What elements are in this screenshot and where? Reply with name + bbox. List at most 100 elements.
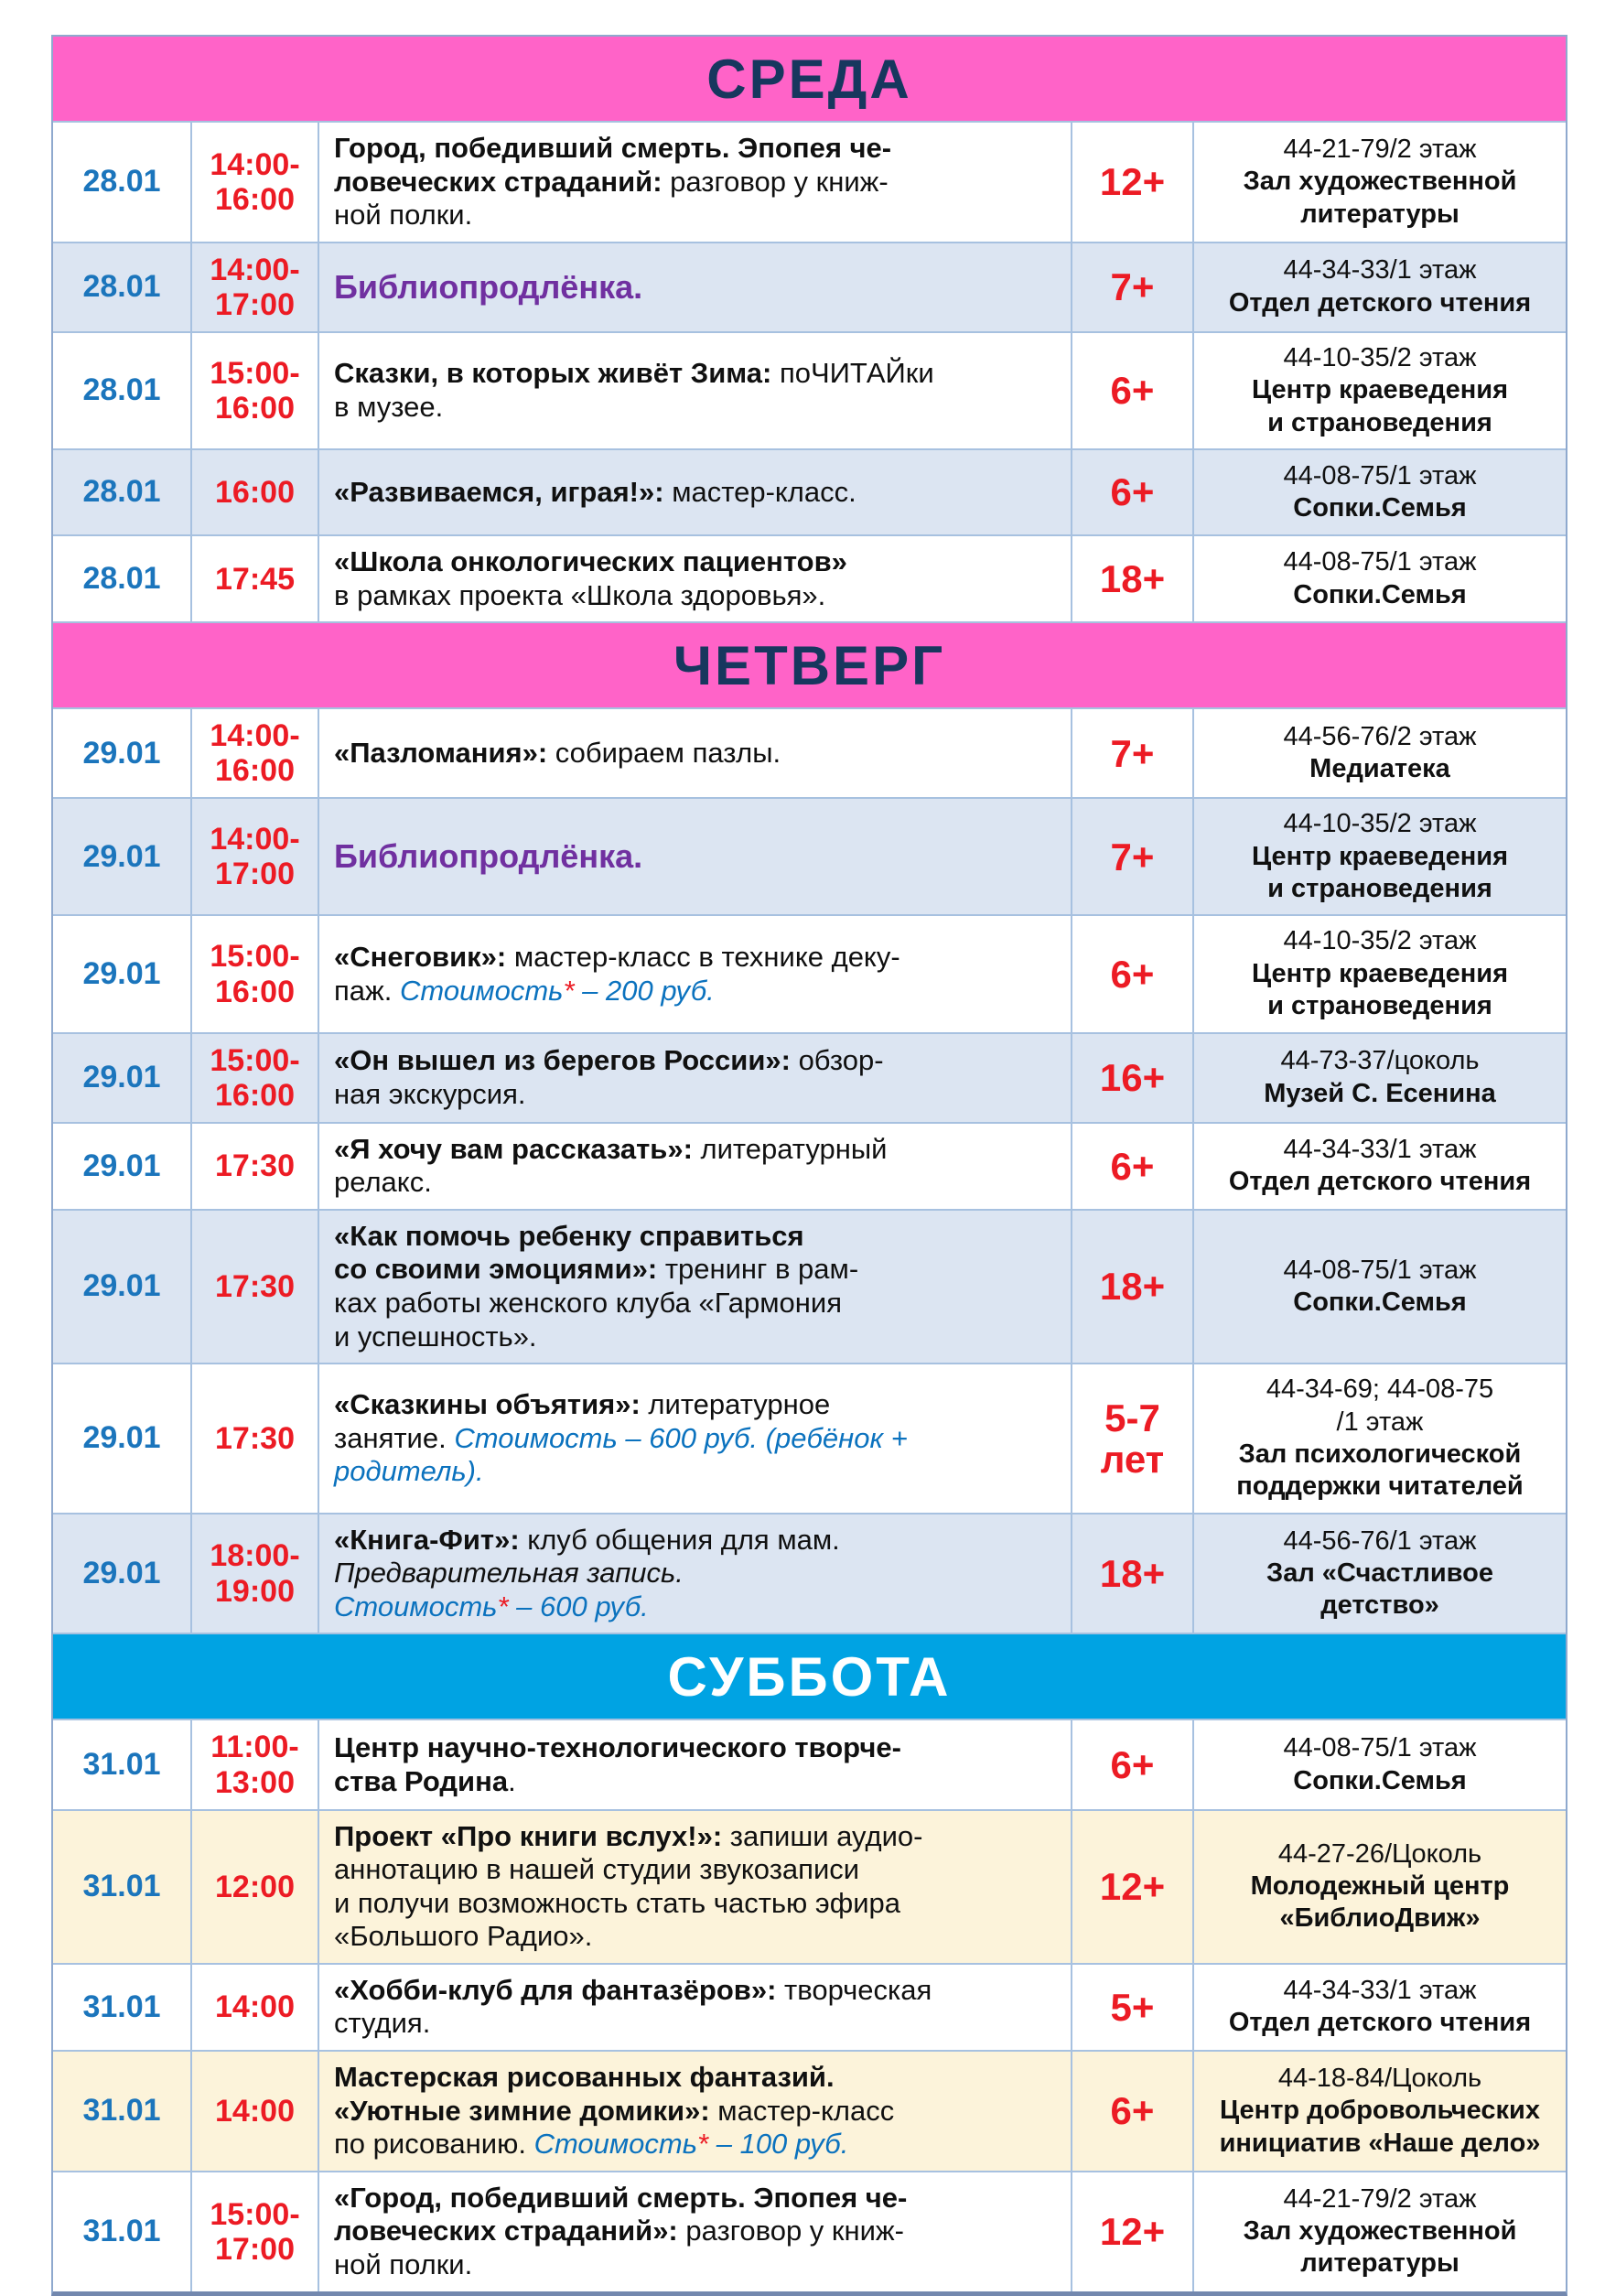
event-description-segments: Библиопродлёнка.	[334, 837, 642, 876]
age-rating-badge: 5+	[1071, 1964, 1192, 2051]
event-date: 31.01	[82, 1746, 161, 1782]
event-date: 28.01	[82, 164, 161, 199]
event-description: «Хобби-клуб для фантазёров»: творческая …	[318, 1964, 1071, 2051]
event-description: «Пазломания»: собираем пазлы.	[318, 709, 1071, 798]
event-date: 29.01	[82, 1148, 161, 1183]
event-location: 44-21-79/2 этаж Зал художественной литер…	[1192, 123, 1566, 242]
event-description-segment: литературное занятие.	[334, 1388, 831, 1454]
event-row: 28.01 15:00- 16:00 Сказки, в которых живёт…	[53, 330, 1566, 449]
event-description-segment: разговор у книж- ной полки.	[334, 2215, 904, 2280]
age-rating-badge: 6+	[1071, 1123, 1192, 1209]
event-location-segment: 44-08-75/1 этаж	[1283, 460, 1477, 490]
event-description-segments: «Он вышел из берегов России»: обзор- ная…	[334, 1044, 884, 1111]
event-location: 44-34-33/1 этаж Отдел детского чтения	[1192, 1123, 1566, 1209]
event-location-segment: Медиатека	[1309, 754, 1450, 784]
event-description: «Сказкины объятия»: литературное занятие…	[318, 1364, 1071, 1513]
event-date: 29.01	[82, 1420, 161, 1456]
event-description: «Как помочь ребенку справиться со своими…	[318, 1210, 1071, 1364]
event-time: 14:00	[190, 2052, 318, 2171]
age-rating-badge: 18+	[1071, 1210, 1192, 1364]
event-location: 44-08-75/1 этаж Сопки.Семья	[1192, 1720, 1566, 1809]
event-location-segment: 44-73-37/цоколь	[1280, 1046, 1480, 1076]
event-row: 29.01 18:00- 19:00 «Книга-Фит»: клуб общен…	[53, 1512, 1566, 1633]
event-description-segment: – 100 руб.	[708, 2128, 849, 2161]
age-rating-badge: 6+	[1071, 1720, 1192, 1809]
event-date: 29.01	[82, 955, 161, 991]
age-rating-badge: 7+	[1071, 709, 1192, 798]
event-description-segment: «Как помочь ребенку справиться со своими…	[334, 1219, 804, 1286]
event-date: 29.01	[82, 1268, 161, 1304]
event-location-segment: Отдел детского чтения	[1228, 2008, 1532, 2038]
event-location-segment: 44-34-33/1 этаж	[1283, 255, 1477, 286]
event-date: 31.01	[82, 1989, 161, 2024]
event-row: 31.01 14:00 Мастерская рисованных фантазий…	[53, 2050, 1566, 2171]
event-date: 29.01	[82, 1059, 161, 1094]
event-location-segment: Центр краеведения и страноведения	[1251, 958, 1509, 1021]
event-description-segment: *	[563, 974, 575, 1007]
event-row: 28.01 16:00 «Развиваемся, играя!»: мастер-…	[53, 448, 1566, 535]
event-location-segment: Музей С. Есенина	[1264, 1078, 1496, 1108]
event-description: Библиопродлёнка.	[318, 243, 1071, 331]
event-description-segments: «Я хочу вам рассказать»: литературный ре…	[334, 1133, 887, 1200]
event-location: 44-56-76/1 этаж Зал «Счастливое детство»	[1192, 1514, 1566, 1633]
event-row: 29.01 17:30 «Сказкины объятия»: литературн…	[53, 1363, 1566, 1513]
event-row: 31.01 12:00 Проект «Про книги вслух!»: зап…	[53, 1808, 1566, 1963]
event-description-segment: Стоимость	[334, 1590, 498, 1622]
event-row: 31.01 14:00 «Хобби-клуб для фантазёров»: т…	[53, 1962, 1566, 2051]
event-location-segments: 44-56-76/2 этаж Медиатека	[1284, 721, 1477, 786]
event-location-segment: 44-18-84/Цоколь	[1277, 2063, 1482, 2093]
event-time: 12:00	[190, 1810, 318, 1963]
event-description-segments: «Сказкины объятия»: литературное занятие…	[334, 1388, 908, 1489]
event-location-segment: Сопки.Семья	[1293, 1765, 1467, 1795]
event-description-segment: Стоимость	[400, 974, 564, 1007]
event-description-segment: «Школа онкологических пациентов»	[334, 545, 847, 578]
event-description-segment: Библиопродлёнка.	[334, 837, 643, 876]
event-date: 28.01	[82, 474, 161, 510]
event-description-segment: мастер-класс в технике деку- паж.	[334, 940, 900, 1007]
event-location-segment: Отдел детского чтения	[1228, 1167, 1532, 1197]
event-date: 31.01	[82, 2093, 161, 2129]
event-time: 17:45	[190, 536, 318, 622]
event-description: «Город, победивший смерть. Эпопея че- ло…	[318, 2172, 1071, 2291]
event-location-segment: 44-08-75/1 этаж	[1283, 1733, 1477, 1763]
age-rating-badge: 18+	[1071, 536, 1192, 622]
event-description: «Снеговик»: мастер-класс в технике деку-…	[318, 916, 1071, 1032]
event-description-segment: в рамках проекта «Школа здоровья».	[334, 578, 826, 611]
event-location: 44-56-76/2 этаж Медиатека	[1192, 709, 1566, 798]
event-description-segment: «Пазломания»:	[334, 736, 548, 769]
event-location-segment: Зал художественной литературы	[1243, 2215, 1517, 2279]
event-location-segment: 44-56-76/2 этаж	[1283, 721, 1477, 751]
event-time: 17:30	[190, 1123, 318, 1209]
event-location-segment: 44-21-79/2 этаж	[1283, 2183, 1477, 2214]
event-location-segments: 44-34-69; 44-08-75 /1 этаж Зал психологи…	[1236, 1374, 1523, 1504]
age-rating-badge: 7+	[1071, 799, 1192, 915]
event-location: 44-10-35/2 этаж Центр краеведения и стра…	[1192, 332, 1566, 449]
event-time: 17:30	[190, 1364, 318, 1513]
event-description: «Я хочу вам рассказать»: литературный ре…	[318, 1123, 1071, 1209]
event-description-segments: Сказки, в которых живёт Зима: поЧИТАЙки …	[334, 357, 934, 424]
event-description-segment: мастер-класс по рисованию.	[334, 2094, 895, 2161]
event-description-segment: тренинг в рам- ках работы женского клуба…	[334, 1253, 859, 1353]
event-time: 14:00- 17:00	[190, 243, 318, 331]
event-row: 29.01 17:30 «Как помочь ребенку справиться…	[53, 1208, 1566, 1364]
event-description-segments: Проект «Про книги вслух!»: запиши аудио-…	[334, 1820, 922, 1954]
event-description-segment: – 600 руб.	[508, 1590, 649, 1622]
event-description-segments: «Пазломания»: собираем пазлы.	[334, 737, 781, 771]
event-location-segment: 44-34-69; 44-08-75 /1 этаж	[1266, 1374, 1494, 1437]
event-location: 44-08-75/1 этаж Сопки.Семья	[1192, 536, 1566, 622]
event-date: 29.01	[82, 838, 161, 874]
event-description-segment: «Развиваемся, играя!»:	[334, 475, 664, 508]
event-time: 15:00- 16:00	[190, 916, 318, 1032]
event-description: Город, победивший смерть. Эпопея че- лов…	[318, 123, 1071, 242]
event-date: 28.01	[82, 560, 161, 596]
event-location: 44-34-69; 44-08-75 /1 этаж Зал психологи…	[1192, 1364, 1566, 1513]
event-time: 16:00	[190, 450, 318, 535]
event-location-segments: 44-10-35/2 этаж Центр краеведения и стра…	[1252, 342, 1508, 439]
event-time: 14:00- 17:00	[190, 799, 318, 915]
event-description: «Книга-Фит»: клуб общения для мам. Предв…	[318, 1514, 1071, 1633]
event-date: 31.01	[82, 1869, 161, 1904]
event-description-segments: «Город, победивший смерть. Эпопея че- ло…	[334, 2182, 907, 2282]
event-description-segment: собираем пазлы.	[547, 736, 781, 769]
event-time: 14:00- 16:00	[190, 709, 318, 798]
event-time: 14:00- 16:00	[190, 123, 318, 242]
